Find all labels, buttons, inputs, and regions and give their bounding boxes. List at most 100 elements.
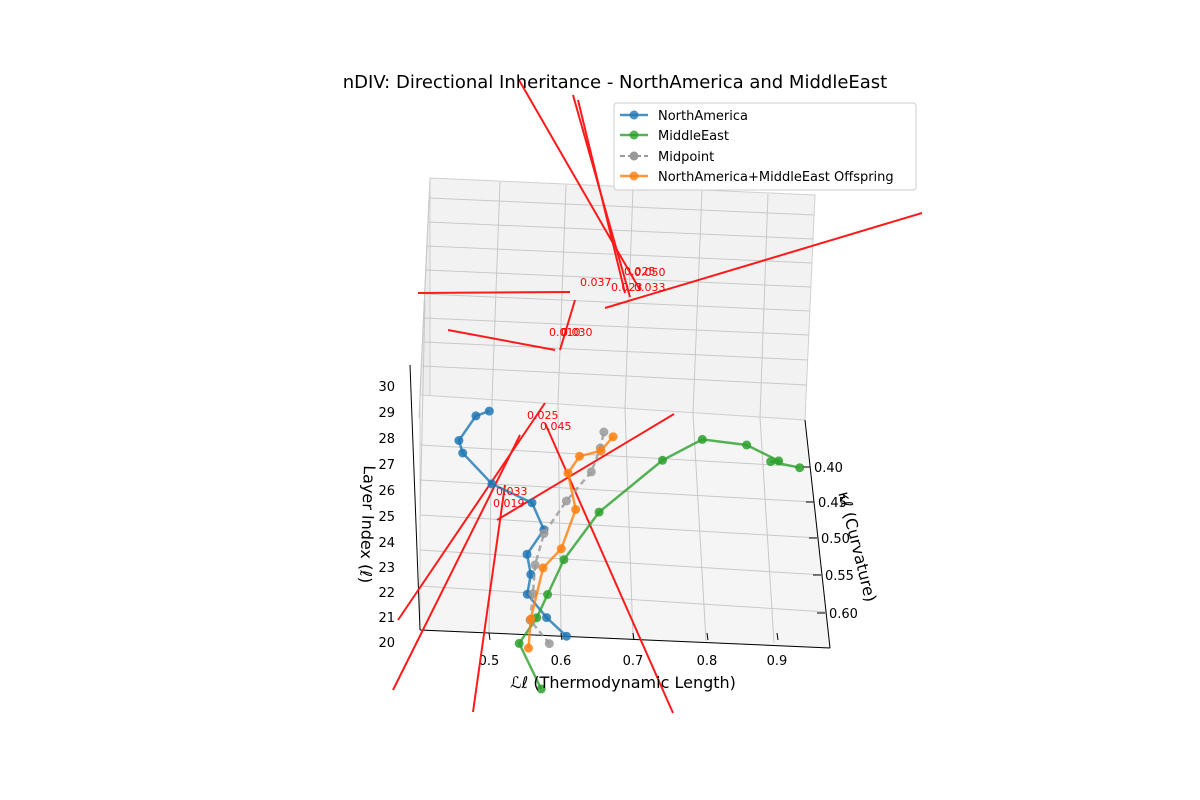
data-point <box>544 639 554 649</box>
annotation-label: 0.050 <box>634 266 666 279</box>
legend-entry: NorthAmerica+MiddleEast Offspring <box>620 170 894 185</box>
x-axis-ticks: 0.5 0.6 0.7 0.8 0.9 <box>479 632 788 669</box>
z-tick-label: 29 <box>378 406 395 421</box>
data-point <box>596 446 606 456</box>
y-axis-ticks: 0.40 0.45 0.50 0.55 0.60 <box>802 461 858 622</box>
data-point <box>586 467 596 477</box>
data-point <box>559 555 569 565</box>
data-point <box>742 440 752 450</box>
data-point <box>538 563 548 573</box>
direction-vector <box>604 212 923 309</box>
data-point <box>522 549 532 559</box>
z-tick-label: 24 <box>378 536 395 551</box>
data-point <box>795 463 805 473</box>
z-tick-label: 28 <box>378 432 395 447</box>
annotation-label: 0.023 <box>611 281 643 294</box>
data-point <box>471 411 481 421</box>
direction-vector <box>417 291 571 294</box>
direction-vector <box>559 299 576 351</box>
x-tick-label: 0.7 <box>623 654 644 669</box>
legend-entry: MiddleEast <box>620 129 729 144</box>
annotation-label: 0.033 <box>634 281 666 294</box>
annotation-label: 0.025 <box>624 265 656 278</box>
data-point <box>563 468 573 478</box>
direction-vector <box>392 434 521 691</box>
series-layer <box>454 406 805 694</box>
y-tick-label: 0.40 <box>814 461 843 476</box>
legend-label: NorthAmerica+MiddleEast Offspring <box>658 170 894 185</box>
data-point <box>539 529 549 538</box>
data-point <box>658 455 667 465</box>
legend: NorthAmerica MiddleEast Midpoint NorthAm… <box>613 102 917 191</box>
x-tick-mark <box>560 632 563 641</box>
data-point <box>543 590 553 599</box>
data-point <box>774 456 784 466</box>
data-point <box>524 643 533 653</box>
direction-vector <box>447 329 556 351</box>
axes-panes <box>419 177 831 649</box>
x-axis-label: ℒℓ (Thermodynamic Length) <box>510 673 736 692</box>
legend-entry: Midpoint <box>620 150 714 165</box>
data-point <box>530 560 540 570</box>
legend-label: MiddleEast <box>658 129 729 144</box>
y-tick-label: 0.60 <box>829 607 858 622</box>
series-line <box>457 409 568 638</box>
chart-title: nDIV: Directional Inheritance - NorthAme… <box>343 72 887 93</box>
direction-vector <box>577 99 626 294</box>
legend-entry: NorthAmerica <box>620 109 748 124</box>
x-tick-mark <box>488 632 491 641</box>
legend-label: Midpoint <box>658 150 714 165</box>
data-point <box>484 406 494 416</box>
x-tick-mark <box>706 632 709 641</box>
annotation-label: 0.037 <box>580 276 612 289</box>
data-point <box>526 614 536 624</box>
x-tick-mark <box>632 632 635 641</box>
data-point <box>527 498 537 508</box>
annotation-label: 0.019 <box>493 497 525 510</box>
annotation-label: 0.010 <box>549 326 581 339</box>
data-point <box>575 451 584 461</box>
z-tick-label: 25 <box>378 510 395 525</box>
z-axis-ticks: 20 21 22 23 24 25 26 27 28 29 30 <box>378 380 395 651</box>
data-point <box>561 496 571 506</box>
data-point <box>562 631 571 641</box>
data-point <box>454 436 464 445</box>
annotation-label: 0.025 <box>527 409 559 422</box>
direction-vector <box>518 79 641 291</box>
legend-box <box>613 102 917 191</box>
series-northamerica-middleeast-offspring <box>524 432 618 653</box>
data-point <box>766 457 776 467</box>
data-point <box>599 427 609 437</box>
z-tick-label: 20 <box>378 636 395 651</box>
direction-vector <box>397 402 546 621</box>
z-tick-label: 22 <box>378 586 395 601</box>
data-point <box>571 505 581 514</box>
series-line <box>528 431 606 645</box>
z-tick-label: 30 <box>378 380 395 395</box>
x-tick-label: 0.9 <box>767 654 788 669</box>
annotation-label: 0.033 <box>496 485 528 498</box>
data-point <box>608 432 618 442</box>
annotations: 0.019 0.033 0.045 0.025 0.030 0.010 0.03… <box>493 265 666 510</box>
z-tick-label: 21 <box>378 611 395 626</box>
x-tick-label: 0.8 <box>697 654 718 669</box>
annotation-label: 0.045 <box>540 420 572 433</box>
data-point <box>594 507 604 517</box>
direction-vector <box>496 413 675 521</box>
y-tick-label: 0.50 <box>821 532 850 547</box>
x-tick-label: 0.6 <box>551 654 572 669</box>
legend-label: NorthAmerica <box>658 109 748 124</box>
direction-vector <box>472 484 506 713</box>
data-point <box>536 684 546 694</box>
z-tick-label: 23 <box>378 561 395 576</box>
data-point <box>542 613 552 623</box>
data-point <box>458 448 468 458</box>
x-tick-mark <box>776 632 779 641</box>
annotation-label: 0.030 <box>561 326 593 339</box>
y-tick-label: 0.55 <box>825 569 854 584</box>
data-point <box>556 544 566 554</box>
axis-lines <box>409 364 831 649</box>
y-tick-label: 0.45 <box>818 496 847 511</box>
data-point <box>514 638 524 648</box>
